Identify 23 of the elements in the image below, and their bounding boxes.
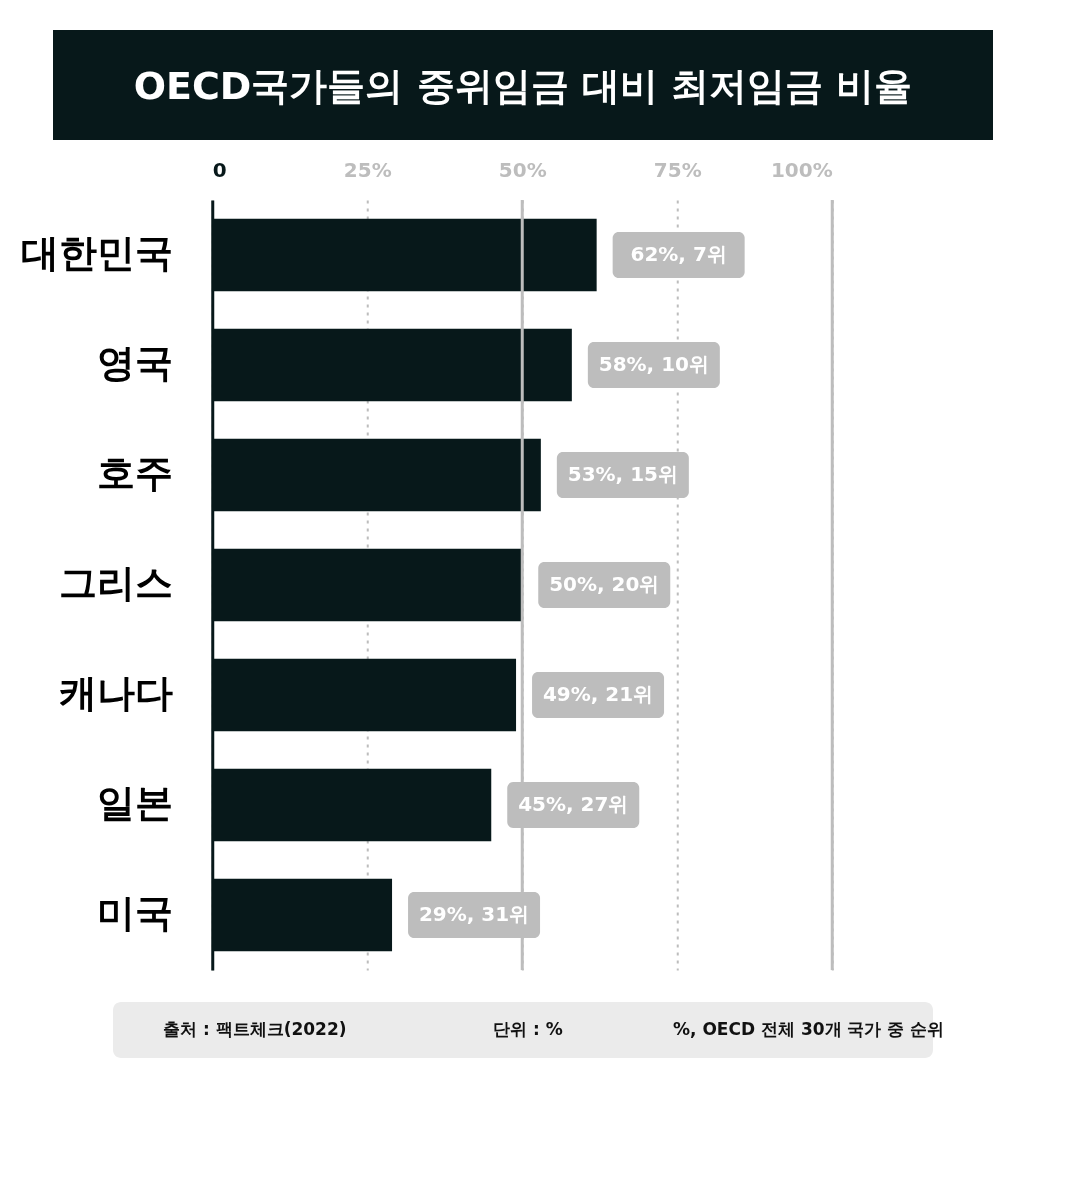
y-tick-label: 그리스 — [58, 561, 173, 605]
data-label: 62%, 7위 — [630, 242, 727, 266]
y-tick-label: 일본 — [96, 781, 173, 825]
x-tick-label: 25% — [343, 157, 392, 182]
x-tick-label: 0 — [212, 157, 227, 182]
data-label: 53%, 15위 — [567, 462, 678, 486]
data-label: 29%, 31위 — [418, 902, 530, 926]
text: 단위 : % — [493, 1019, 563, 1039]
data-label: 45%, 27위 — [518, 792, 629, 816]
data-label: 58%, 10위 — [598, 352, 709, 376]
y-tick-label: 대한민국 — [20, 231, 173, 275]
chart-title: OECD국가들의 중위임금 대비 최저임금 비율 — [133, 64, 913, 108]
y-tick-label: 영국 — [96, 341, 173, 385]
y-tick-label: 캐나다 — [58, 671, 173, 715]
y-tick-label: 미국 — [96, 891, 173, 935]
text: %, OECD 전체 30개 국가 중 순위 — [673, 1019, 945, 1039]
data-label: 49%, 21위 — [542, 682, 654, 706]
y-tick-label: 호주 — [96, 451, 173, 495]
source-note: 출처 : 팩트체크(2022) — [163, 1019, 347, 1039]
x-tick-label: 75% — [653, 157, 702, 182]
x-tick-label: 50% — [498, 157, 547, 182]
x-tick-label: 100% — [770, 157, 833, 182]
data-label: 50%, 20위 — [549, 572, 660, 596]
